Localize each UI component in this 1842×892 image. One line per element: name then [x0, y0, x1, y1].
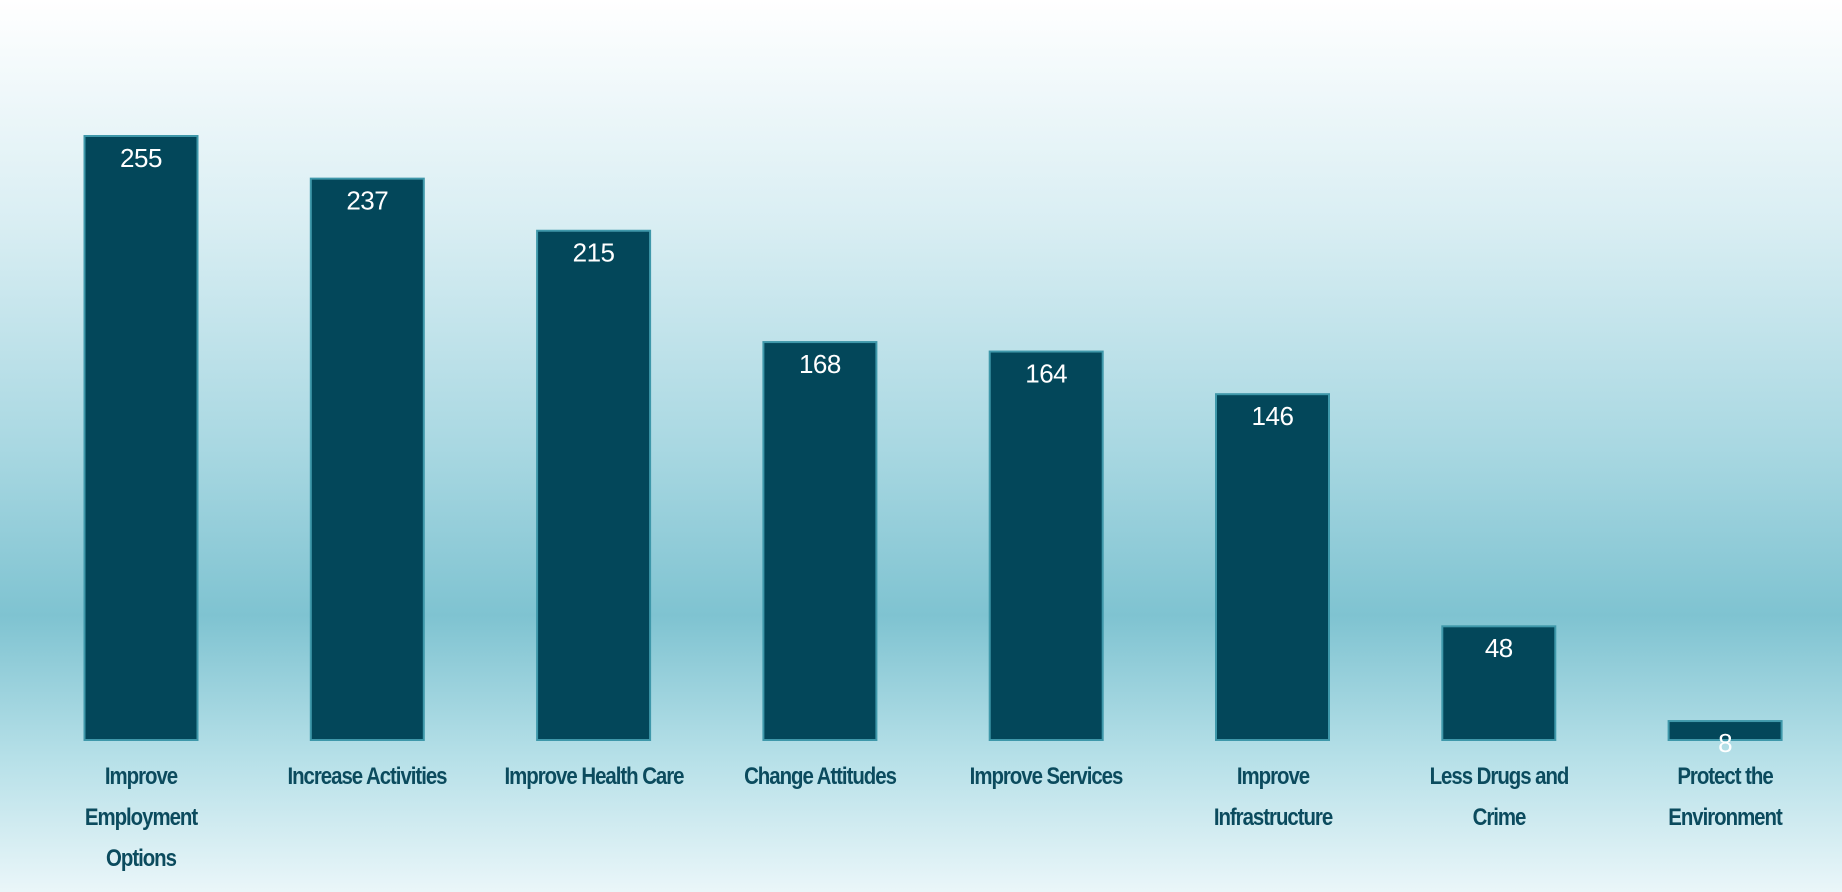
- data-label: 237: [346, 186, 388, 216]
- data-label: 146: [1252, 401, 1294, 431]
- data-label: 255: [120, 143, 162, 173]
- x-tick-label: Increase Activities: [287, 763, 448, 790]
- data-label: 215: [573, 238, 615, 268]
- bar: [83, 135, 199, 741]
- x-tick-label: Less Drugs and Crime: [1429, 763, 1569, 831]
- bar: [988, 350, 1104, 741]
- x-tick-label: Improve Infrastructure: [1213, 763, 1332, 831]
- data-label: 48: [1485, 633, 1513, 663]
- bar: [1667, 720, 1783, 741]
- data-label: 168: [799, 349, 841, 379]
- bar: [762, 341, 878, 741]
- x-tick-label: Improve Employment Options: [84, 763, 198, 872]
- x-tick-label: Improve Health Care: [504, 763, 684, 790]
- bar: [536, 229, 652, 742]
- x-tick-label: Improve Services: [969, 763, 1124, 790]
- bar: [1441, 625, 1557, 742]
- bar: [1215, 393, 1330, 741]
- bar: [309, 177, 425, 741]
- x-tick-label: Protect the Environment: [1668, 763, 1782, 831]
- x-tick-label: Change Attitudes: [743, 763, 897, 790]
- data-label: 8: [1718, 728, 1732, 758]
- data-label: 164: [1025, 358, 1067, 388]
